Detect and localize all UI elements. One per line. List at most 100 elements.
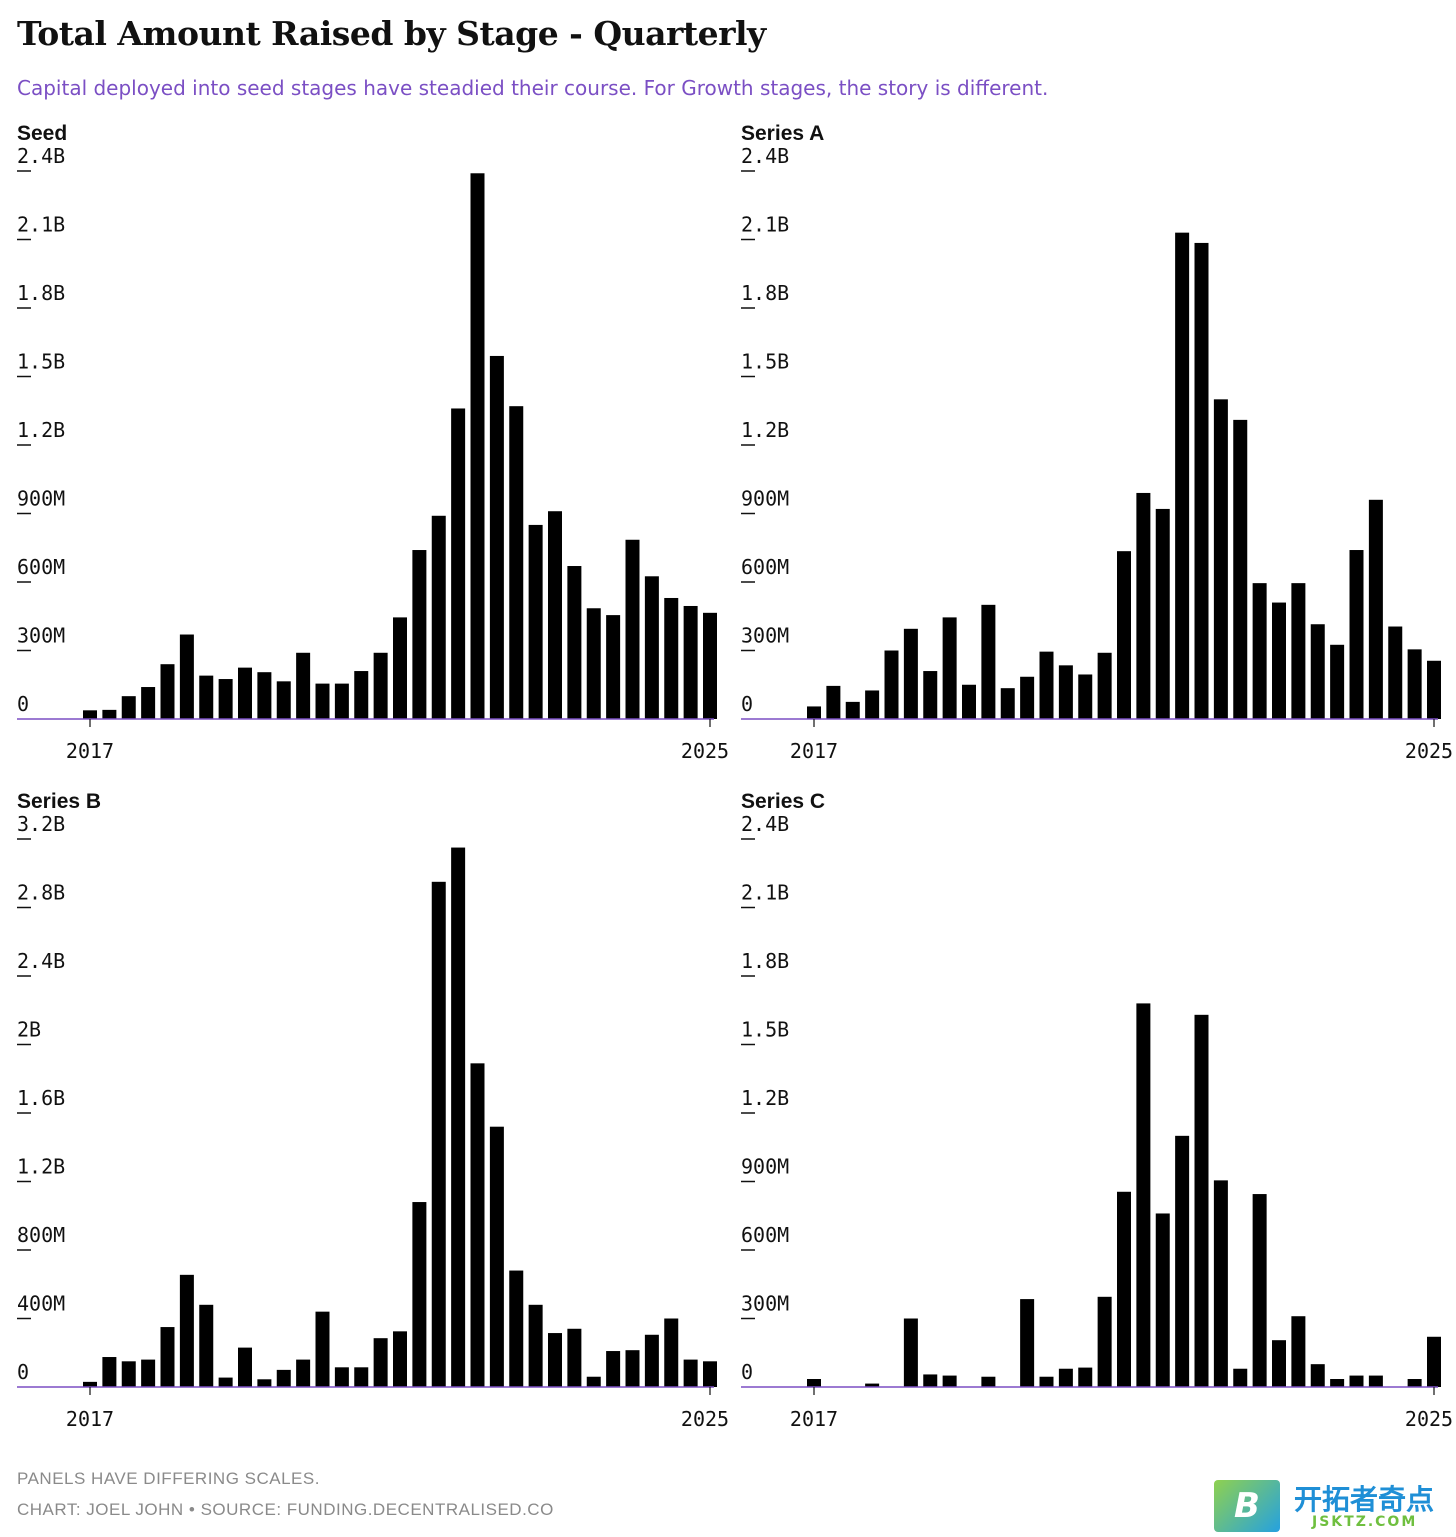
bar bbox=[1233, 1368, 1248, 1387]
bar bbox=[354, 671, 369, 719]
panel-series-b: Series B 0 400M 800M 1.2B 1.6B 2B 2.4B 2.8B 3.2B 2… bbox=[0, 786, 729, 1436]
bar bbox=[942, 1375, 957, 1387]
bar bbox=[1407, 1379, 1422, 1387]
bar bbox=[451, 847, 466, 1387]
y-tick-label: 2B bbox=[17, 1018, 41, 1042]
panel-series-c: Series C 0 300M 600M 900M 1.2B 1.5B 1.8B 2.1B 2.4… bbox=[724, 786, 1453, 1436]
bar bbox=[1368, 1375, 1383, 1387]
y-tick-label: 600M bbox=[741, 555, 789, 579]
bar bbox=[586, 608, 601, 719]
bar bbox=[1291, 1316, 1306, 1387]
y-tick-label: 1.8B bbox=[741, 949, 789, 973]
panel-title: Seed bbox=[17, 122, 67, 145]
y-tick-label: 400M bbox=[17, 1292, 65, 1316]
bar bbox=[1233, 419, 1248, 719]
y-tick-label: 1.2B bbox=[17, 1155, 65, 1179]
bar bbox=[102, 1357, 117, 1387]
bar bbox=[1155, 508, 1170, 719]
panel-seed: Seed 0 300M 600M 900M 1.2B 1.5B 1.8B 2.1B 2.4B 201… bbox=[0, 118, 729, 768]
chart-title: Total Amount Raised by Stage - Quarterly bbox=[17, 14, 766, 53]
bar bbox=[703, 612, 717, 719]
bar bbox=[1272, 1340, 1286, 1387]
bar bbox=[373, 1338, 388, 1387]
y-tick-label: 900M bbox=[741, 487, 789, 511]
bar bbox=[1117, 1191, 1131, 1387]
bar bbox=[845, 701, 860, 720]
y-tick-label: 2.8B bbox=[17, 881, 65, 905]
bar bbox=[509, 406, 524, 719]
bar bbox=[257, 1379, 272, 1387]
x-tick-label: 2025 bbox=[1405, 739, 1453, 763]
y-tick-label: 2.4B bbox=[17, 949, 65, 973]
bar bbox=[1349, 1375, 1364, 1387]
bar bbox=[1136, 492, 1151, 719]
chart-svg: Series A 0 300M 600M 900M 1.2B 1.5B 1.8B 2.1B 2.4… bbox=[741, 122, 1453, 763]
chart-svg: Seed 0 300M 600M 900M 1.2B 1.5B 1.8B 2.1B 2.4B 201… bbox=[17, 122, 729, 763]
bar bbox=[1155, 1213, 1170, 1387]
bar bbox=[1310, 624, 1325, 719]
bar bbox=[1020, 1299, 1035, 1387]
bar bbox=[1310, 1364, 1325, 1387]
x-tick-label: 2025 bbox=[681, 739, 729, 763]
bar bbox=[1136, 1003, 1151, 1387]
bar bbox=[1000, 688, 1015, 719]
bar bbox=[1117, 551, 1131, 719]
bar bbox=[160, 1327, 175, 1387]
bar bbox=[218, 1377, 233, 1387]
x-tick-label: 2017 bbox=[790, 739, 838, 763]
bar bbox=[1058, 1368, 1073, 1387]
y-tick-label: 2.4B bbox=[741, 812, 789, 836]
bar bbox=[431, 881, 446, 1387]
y-tick-label: 0 bbox=[741, 692, 753, 716]
bar bbox=[1427, 1336, 1441, 1387]
bar bbox=[528, 524, 543, 719]
bar bbox=[238, 667, 252, 720]
bar bbox=[1194, 242, 1209, 719]
y-tick-label: 900M bbox=[741, 1155, 789, 1179]
watermark-domain: JSKTZ.COM bbox=[1312, 1514, 1418, 1530]
bar bbox=[1058, 665, 1073, 719]
bar bbox=[470, 173, 485, 719]
panel-title: Series A bbox=[741, 122, 824, 145]
footer-credit: CHART: JOEL JOHN • SOURCE: FUNDING.DECEN… bbox=[17, 1500, 554, 1519]
bar bbox=[1213, 399, 1228, 719]
panel-title: Series C bbox=[741, 790, 825, 813]
bar bbox=[1039, 651, 1054, 719]
bar bbox=[276, 681, 291, 720]
bar bbox=[548, 511, 562, 719]
bar bbox=[276, 1369, 291, 1388]
y-tick-label: 2.4B bbox=[741, 144, 789, 168]
bar bbox=[606, 1351, 621, 1387]
bar bbox=[923, 1374, 938, 1387]
bar bbox=[315, 1311, 330, 1387]
bar bbox=[412, 550, 427, 719]
bar bbox=[509, 1270, 524, 1387]
bar bbox=[121, 696, 136, 719]
bar bbox=[1272, 602, 1286, 719]
watermark-logo: B 开拓者奇点 JSKTZ.COM bbox=[1214, 1478, 1450, 1534]
bar bbox=[141, 1359, 156, 1387]
y-tick-label: 3.2B bbox=[17, 812, 65, 836]
y-tick-label: 2.4B bbox=[17, 144, 65, 168]
y-tick-label: 300M bbox=[741, 624, 789, 648]
bar bbox=[1194, 1014, 1209, 1387]
bar bbox=[1097, 1296, 1112, 1387]
x-tick-label: 2017 bbox=[790, 1407, 838, 1431]
panel-series-a: Series A 0 300M 600M 900M 1.2B 1.5B 1.8B 2.1B 2.4… bbox=[724, 118, 1453, 768]
y-tick-label: 800M bbox=[17, 1223, 65, 1247]
y-tick-label: 600M bbox=[741, 1223, 789, 1247]
bar bbox=[962, 684, 976, 719]
bar bbox=[1388, 626, 1403, 719]
chart-subtitle: Capital deployed into seed stages have s… bbox=[17, 76, 1049, 100]
y-tick-label: 1.2B bbox=[741, 1086, 789, 1110]
x-tick-label: 2017 bbox=[66, 739, 114, 763]
bar bbox=[102, 709, 117, 719]
bar bbox=[83, 1381, 97, 1387]
bar bbox=[489, 1126, 504, 1387]
bar bbox=[257, 672, 272, 719]
bar bbox=[199, 1304, 214, 1387]
y-tick-label: 1.8B bbox=[17, 281, 65, 305]
bar bbox=[431, 515, 446, 719]
bar bbox=[903, 628, 918, 719]
bar bbox=[567, 566, 582, 719]
